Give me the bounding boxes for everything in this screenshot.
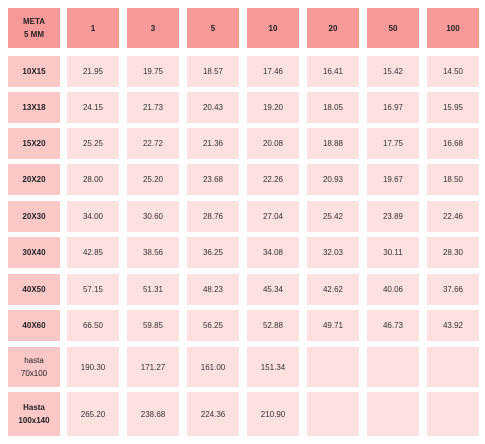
corner-header: META 5 MM	[8, 8, 60, 48]
price-cell: 22.46	[427, 201, 479, 232]
price-cell: 42.62	[307, 274, 359, 305]
price-cell: 14.50	[427, 56, 479, 87]
price-cell: 15.95	[427, 92, 479, 123]
price-cell: 265.20	[67, 392, 119, 436]
price-cell: 38.56	[127, 237, 179, 268]
price-cell: 28.30	[427, 237, 479, 268]
price-cell: 21.95	[67, 56, 119, 87]
column-header-qty-20: 20	[307, 8, 359, 48]
price-cell: 17.75	[367, 128, 419, 159]
price-cell	[367, 392, 419, 436]
row-label: 40X50	[8, 274, 60, 305]
price-cell: 151.34	[247, 347, 299, 387]
price-cell: 34.08	[247, 237, 299, 268]
price-cell: 19.67	[367, 164, 419, 195]
price-cell: 19.75	[127, 56, 179, 87]
price-cell: 21.73	[127, 92, 179, 123]
price-cell: 23.68	[187, 164, 239, 195]
row-label: 10X15	[8, 56, 60, 87]
row-label: hasta 70x100	[8, 347, 60, 387]
price-cell: 46.73	[367, 310, 419, 341]
price-cell: 25.42	[307, 201, 359, 232]
price-cell: 190.30	[67, 347, 119, 387]
price-cell: 18.88	[307, 128, 359, 159]
price-cell: 19.20	[247, 92, 299, 123]
price-cell: 52.88	[247, 310, 299, 341]
price-cell: 51.31	[127, 274, 179, 305]
price-cell: 210.90	[247, 392, 299, 436]
price-cell: 15.42	[367, 56, 419, 87]
price-cell: 20.08	[247, 128, 299, 159]
price-cell: 224.36	[187, 392, 239, 436]
price-cell: 28.76	[187, 201, 239, 232]
price-cell: 17.46	[247, 56, 299, 87]
price-cell: 25.20	[127, 164, 179, 195]
price-cell: 16.97	[367, 92, 419, 123]
price-cell: 32.03	[307, 237, 359, 268]
price-cell: 66.50	[67, 310, 119, 341]
price-cell: 20.93	[307, 164, 359, 195]
price-cell: 48.23	[187, 274, 239, 305]
price-cell: 43.92	[427, 310, 479, 341]
price-cell: 36.25	[187, 237, 239, 268]
price-cell: 161.00	[187, 347, 239, 387]
price-cell	[307, 347, 359, 387]
price-cell: 56.25	[187, 310, 239, 341]
price-cell	[427, 392, 479, 436]
row-label: Hasta 100x140	[8, 392, 60, 436]
price-cell: 18.57	[187, 56, 239, 87]
row-label: 20X30	[8, 201, 60, 232]
column-header-qty-3: 3	[127, 8, 179, 48]
price-cell: 21.36	[187, 128, 239, 159]
price-cell	[367, 347, 419, 387]
price-cell: 45.34	[247, 274, 299, 305]
price-cell: 30.60	[127, 201, 179, 232]
row-label: 20X20	[8, 164, 60, 195]
price-cell: 40.06	[367, 274, 419, 305]
price-cell: 16.68	[427, 128, 479, 159]
price-cell: 49.71	[307, 310, 359, 341]
price-cell: 57.15	[67, 274, 119, 305]
price-cell: 22.26	[247, 164, 299, 195]
price-cell	[427, 347, 479, 387]
row-label: 40X60	[8, 310, 60, 341]
price-cell: 171.27	[127, 347, 179, 387]
column-header-qty-1: 1	[67, 8, 119, 48]
price-cell: 30.11	[367, 237, 419, 268]
price-cell: 238.68	[127, 392, 179, 436]
price-cell	[307, 392, 359, 436]
row-label: 15X20	[8, 128, 60, 159]
price-cell: 24.15	[67, 92, 119, 123]
row-label: 13X18	[8, 92, 60, 123]
price-cell: 22.72	[127, 128, 179, 159]
price-cell: 23.89	[367, 201, 419, 232]
column-header-qty-5: 5	[187, 8, 239, 48]
price-cell: 27.04	[247, 201, 299, 232]
column-header-qty-50: 50	[367, 8, 419, 48]
price-cell: 37.66	[427, 274, 479, 305]
price-cell: 16.41	[307, 56, 359, 87]
column-header-qty-10: 10	[247, 8, 299, 48]
price-cell: 18.05	[307, 92, 359, 123]
price-cell: 59.85	[127, 310, 179, 341]
column-header-qty-100: 100	[427, 8, 479, 48]
price-cell: 28.00	[67, 164, 119, 195]
price-cell: 42.85	[67, 237, 119, 268]
row-label: 30X40	[8, 237, 60, 268]
price-cell: 34.00	[67, 201, 119, 232]
price-cell: 20.43	[187, 92, 239, 123]
price-cell: 25.25	[67, 128, 119, 159]
price-cell: 18.50	[427, 164, 479, 195]
